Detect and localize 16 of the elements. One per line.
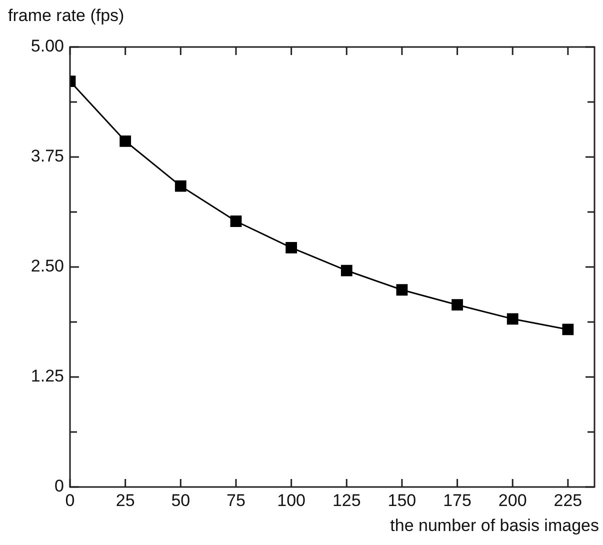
x-axis-title: the number of basis images: [390, 516, 599, 536]
x-tick-label: 175: [443, 490, 472, 510]
y-axis-title: frame rate (fps): [8, 6, 124, 26]
x-tick-label: 150: [388, 490, 416, 510]
x-tick-label: 125: [332, 490, 361, 510]
y-tick-label: 5.00: [30, 36, 64, 56]
y-tick-label: 0: [54, 476, 64, 496]
x-tick-label: 100: [277, 490, 306, 510]
y-tick-label: 3.75: [30, 146, 64, 166]
x-tick-label: 200: [498, 490, 527, 510]
x-tick-label: 25: [116, 490, 135, 510]
x-tick-label: 225: [554, 490, 582, 510]
y-tick-label: 2.50: [30, 256, 64, 276]
x-tick-label: 75: [226, 490, 246, 510]
x-tick-label: 50: [171, 490, 190, 510]
y-tick-label: 1.25: [30, 366, 64, 386]
